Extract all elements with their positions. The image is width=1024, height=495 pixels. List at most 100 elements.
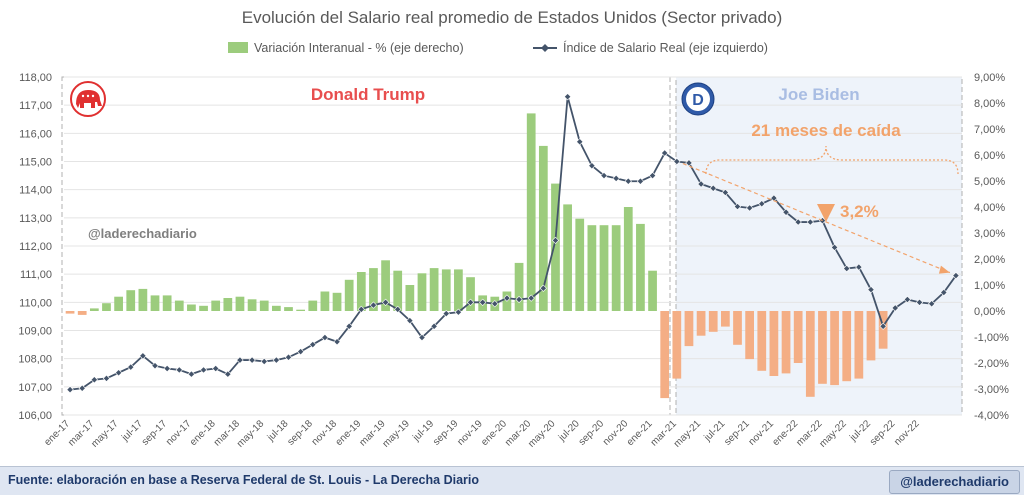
- line-point: [381, 298, 390, 306]
- bar: [454, 269, 463, 311]
- x-tick-label: may-19: [381, 418, 413, 450]
- line-point: [503, 294, 511, 302]
- bar: [866, 311, 876, 361]
- line-point: [551, 236, 560, 244]
- line-point: [114, 369, 123, 377]
- line-point: [151, 362, 159, 370]
- left-tick-label: 114,00: [19, 185, 52, 197]
- bar: [89, 308, 99, 311]
- bar: [126, 290, 136, 311]
- bar: [199, 305, 208, 311]
- bar: [660, 311, 670, 399]
- line-point: [709, 184, 717, 192]
- legend-line-label: Índice de Salario Real (eje izquierdo): [563, 40, 768, 55]
- bar: [211, 300, 221, 311]
- x-tick-label: nov-22: [892, 418, 922, 448]
- bar: [830, 311, 839, 386]
- line-point: [879, 322, 887, 330]
- bar: [648, 270, 657, 311]
- line-point: [576, 138, 584, 146]
- x-tick-label: sep-18: [285, 418, 315, 448]
- line-point: [139, 352, 147, 360]
- line-point: [333, 338, 341, 346]
- bar: [405, 285, 415, 311]
- right-tick-label: -2,00%: [974, 358, 1009, 370]
- bar: [393, 270, 403, 311]
- x-tick-label: may-22: [817, 418, 849, 450]
- left-tick-label: 113,00: [19, 213, 52, 225]
- line-point: [952, 271, 960, 280]
- line-point: [539, 284, 547, 292]
- line-point: [612, 174, 620, 183]
- right-tick-label: 9,00%: [974, 72, 1005, 84]
- line-point: [224, 370, 232, 378]
- left-tick-label: 107,00: [18, 382, 52, 394]
- bar: [745, 311, 755, 360]
- right-tick-label: 7,00%: [974, 124, 1005, 136]
- bar: [599, 225, 609, 311]
- line-point: [891, 304, 899, 312]
- right-tick-label: 5,00%: [974, 176, 1005, 188]
- line-point: [697, 180, 705, 188]
- chart: 106,00 107,00 108,00 109,00 110,00 111,00 112,…: [18, 8, 1009, 450]
- line-point: [648, 171, 657, 180]
- bar: [818, 311, 827, 384]
- line-point: [903, 295, 912, 304]
- line-point: [66, 386, 74, 394]
- line-point: [636, 177, 645, 185]
- bar: [150, 295, 160, 311]
- bar: [854, 311, 864, 379]
- democrat-logo: D: [681, 82, 715, 116]
- fall-pct-label: 3,2%: [840, 202, 879, 221]
- left-tick-label: 118,00: [19, 72, 52, 84]
- legend-bar-label: Variación Interanual - % (eje derecho): [254, 41, 464, 55]
- svg-text:D: D: [692, 92, 704, 109]
- line-point: [418, 333, 426, 342]
- line-point: [685, 159, 693, 167]
- line-point: [430, 322, 438, 330]
- line-point: [454, 308, 463, 316]
- right-tick-label: -1,00%: [974, 332, 1009, 344]
- bar: [235, 296, 245, 311]
- bar: [842, 311, 852, 382]
- x-tick-label: nov-19: [455, 418, 485, 448]
- bar: [356, 272, 366, 311]
- bar: [320, 291, 330, 311]
- bar: [684, 311, 694, 347]
- line-point: [806, 218, 814, 226]
- bar: [563, 204, 572, 311]
- line-point: [527, 294, 535, 302]
- x-tick-label: may-21: [672, 418, 704, 450]
- bar: [417, 273, 427, 311]
- line-point: [406, 317, 414, 325]
- line-point: [794, 218, 802, 226]
- x-tick-label: sep-20: [577, 418, 607, 448]
- bar: [623, 207, 633, 311]
- bar: [332, 292, 342, 311]
- bar: [223, 298, 233, 311]
- bar: [308, 300, 318, 311]
- bar: [162, 295, 172, 311]
- footer-source: Fuente: elaboración en base a Reserva Fe…: [8, 473, 479, 487]
- left-tick-label: 111,00: [20, 269, 52, 281]
- line-point: [843, 264, 851, 273]
- legend-bar-swatch: [228, 42, 248, 53]
- left-tick-label: 109,00: [18, 326, 52, 338]
- bar: [805, 311, 815, 397]
- fall-months-label: 21 meses de caída: [751, 121, 901, 140]
- right-axis: -4,00% -3,00% -2,00% -1,00% 0,00% 1,00% 2,00% 3…: [974, 72, 1009, 422]
- line-point: [855, 263, 863, 271]
- legend-line-marker-icon: [541, 44, 549, 52]
- footer: Fuente: elaboración en base a Reserva Fe…: [0, 466, 1024, 495]
- grid: [64, 76, 962, 416]
- line-point: [175, 366, 183, 374]
- bar: [271, 305, 281, 311]
- line-point: [321, 333, 329, 342]
- bar: [575, 218, 585, 311]
- chart-title: Evolución del Salario real promedio de E…: [242, 8, 783, 27]
- bar: [441, 269, 451, 311]
- line-point: [479, 298, 487, 306]
- bar: [611, 225, 621, 311]
- line-point: [442, 309, 450, 318]
- bar: [733, 311, 742, 345]
